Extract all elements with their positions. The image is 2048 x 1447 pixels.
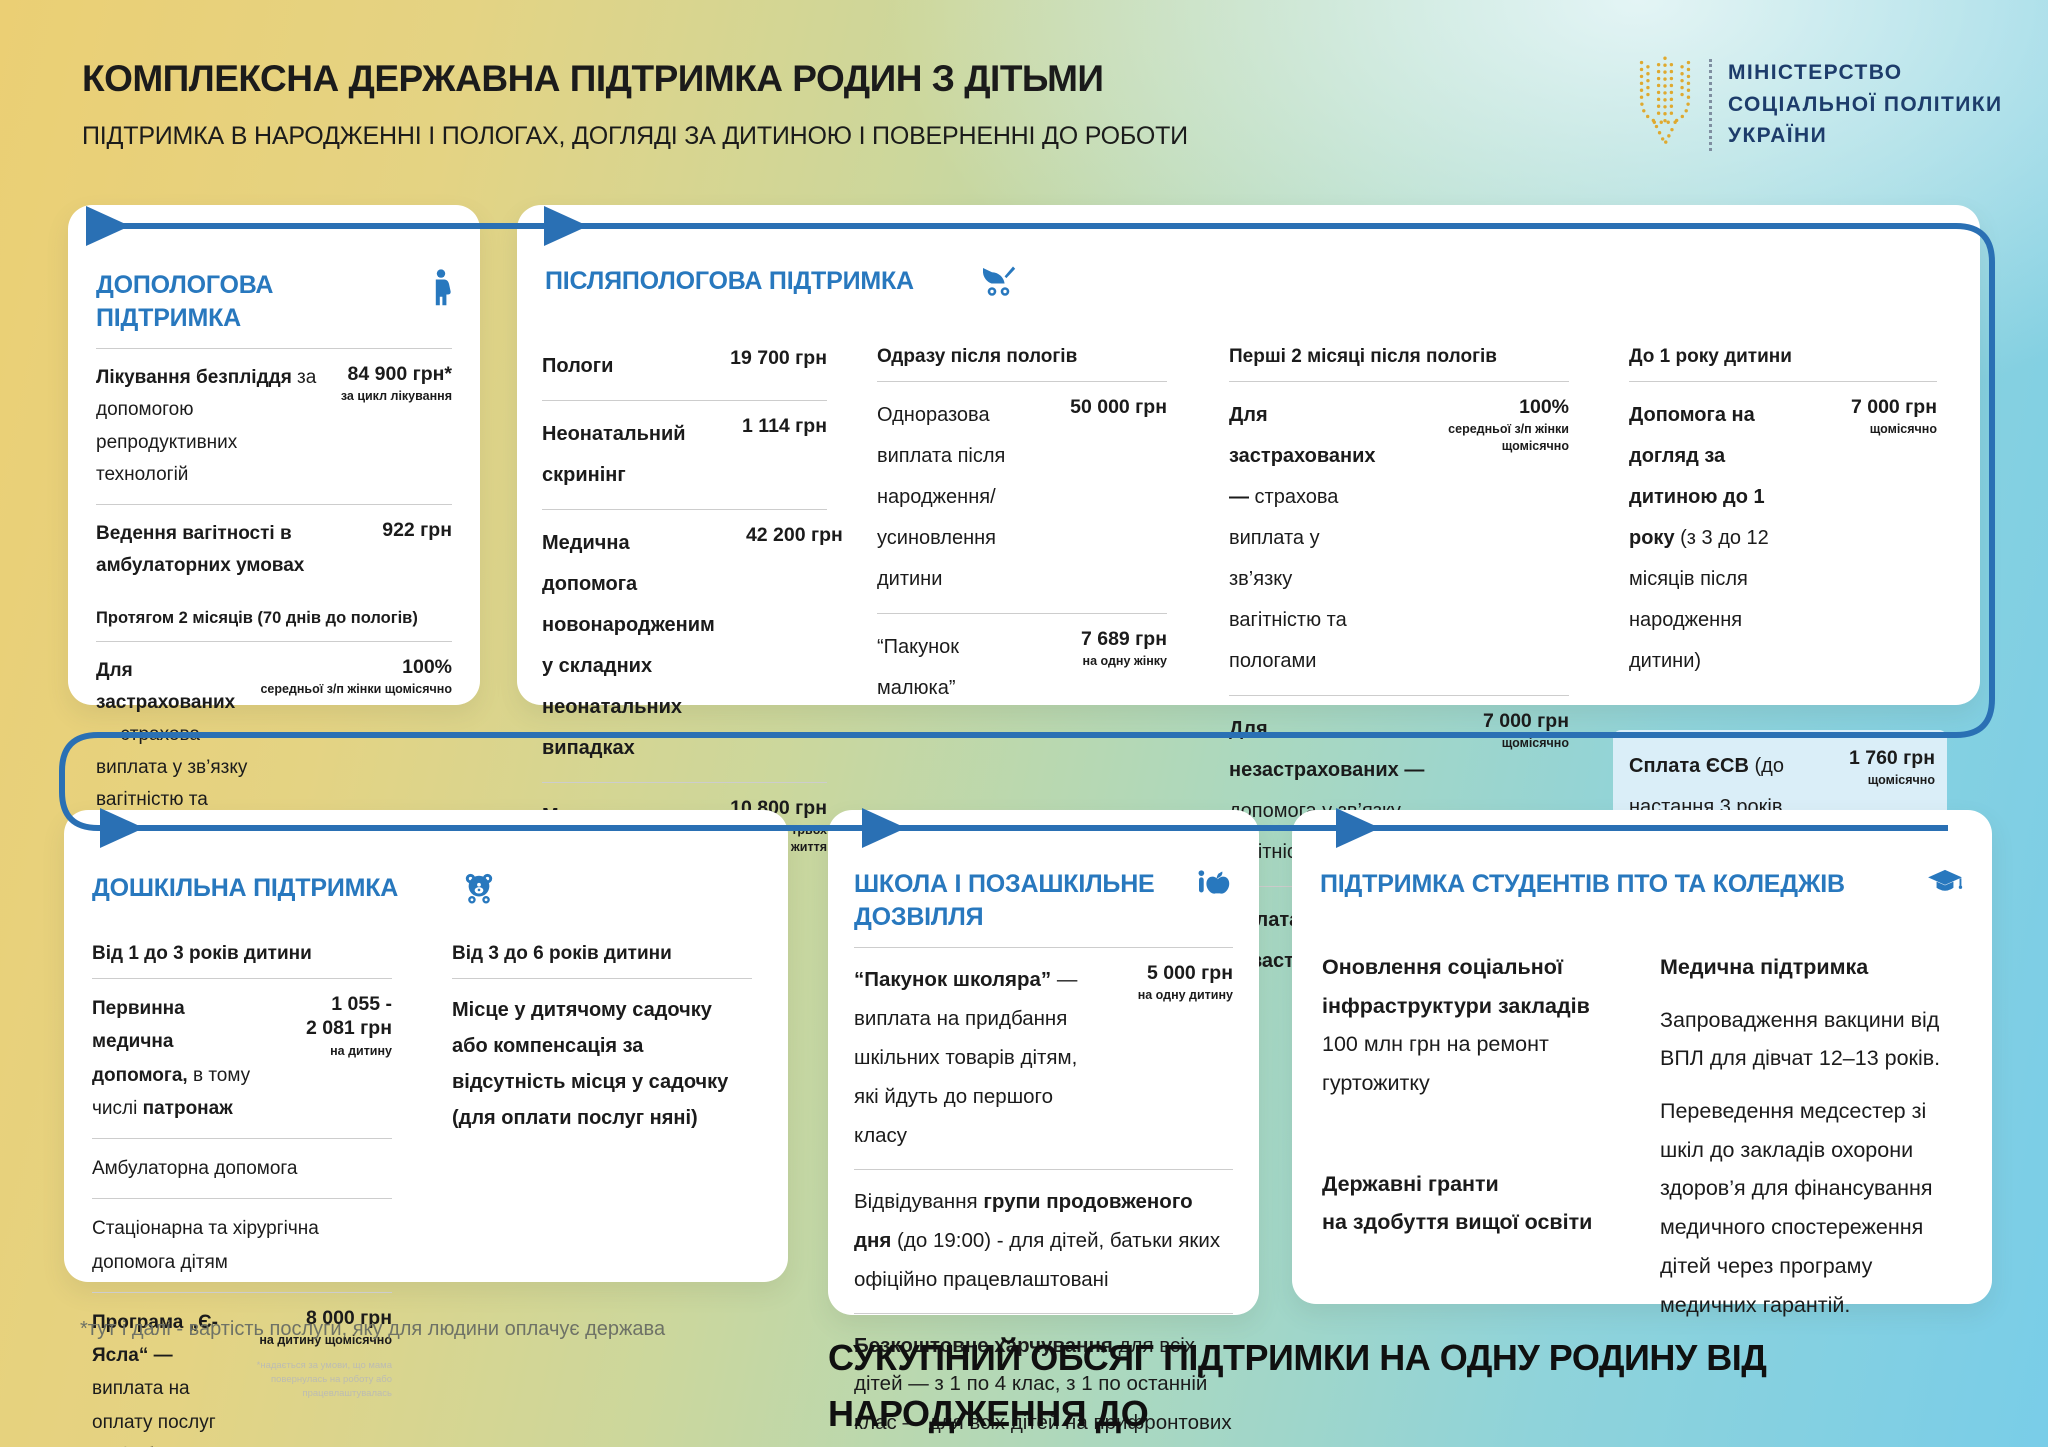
ministry-name-line1: МІНІСТЕРСТВО	[1728, 61, 1903, 85]
benefit-label: Первинна медична допомога, в тому числі …	[92, 998, 251, 1119]
benefit-row: Амбулаторна допомога	[92, 1138, 392, 1198]
summary-line1: СУКУПНИЙ ОБСЯГ ПІДТРИМКИ НА ОДНУ РОДИНУ …	[828, 1337, 1767, 1434]
benefit-row: Безкоштовне харчування для всіх дітей — …	[854, 1312, 1233, 1447]
column-heading: Перші 2 місяці після пологів	[1229, 346, 1497, 367]
teddy-bear-icon	[462, 872, 496, 909]
card-preschool-support: ДОШКІЛЬНА ПІДТРИМКА Від 1 до 3 років дит…	[64, 810, 788, 1447]
benefit-value: 19 700 грн	[730, 347, 827, 369]
column-heading: До 1 року дитини	[1629, 346, 1792, 367]
benefit-label: Для застрахованих — страхова виплата у з…	[1229, 404, 1376, 672]
benefit-value: 8 000 грн на дитину щомісячно *надається з…	[232, 1306, 392, 1447]
benefit-row: Медична допомога новонародженим у складн…	[542, 509, 843, 782]
apple-icon	[1197, 868, 1233, 905]
benefit-row: Місце у дитячому садочку або компенсація…	[452, 978, 752, 1149]
benefit-label: Медична допомога новонародженим у складн…	[542, 532, 715, 759]
card-title: ПІДТРИМКА СТУДЕНТІВ ПТО ТА КОЛЕДЖІВ	[1320, 870, 1845, 898]
summary-line2: 18 РОКІВ СТАНОВИТИМЕ В ПОТОЧНИХ ЦІНАХ НЕ…	[828, 1442, 2008, 1447]
footnote: *тут і далі - вартість послуги, яку для …	[80, 1318, 666, 1340]
card-school-support: ШКОЛА І ПОЗАШКІЛЬНЕ ДОЗВІЛЛЯ “Пакунок шк…	[828, 810, 1259, 1434]
column-heading: Від 1 до 3 років дитини	[92, 943, 312, 964]
ministry-logo: МІНІСТЕРСТВО СОЦІАЛЬНОЇ ПОЛІТИКИ УКРАЇНИ	[1633, 56, 2002, 153]
fine-print: *надається за умови, що мама повернулась…	[256, 1360, 392, 1399]
logo-divider	[1709, 58, 1712, 151]
benefit-paragraph: Переведення медсестер зі шкіл до закладі…	[1660, 1099, 1933, 1317]
pregnant-woman-icon	[430, 269, 452, 312]
card-title: ДОПОЛОГОВА ПІДТРИМКА	[96, 271, 274, 332]
column-heading: Медична підтримка	[1660, 955, 1869, 979]
benefit-label: Державні гранти на здобуття вищої освіти	[1322, 1171, 1593, 1235]
benefit-label: Неонатальний скринінг	[542, 423, 686, 486]
benefit-row: Лікування безпліддя за допомогою репроду…	[96, 349, 452, 504]
benefit-row: Ведення вагітності в амбулаторних умовах…	[96, 504, 452, 596]
benefit-value: 100% середньої з/п жінки щомісячно	[1448, 396, 1569, 454]
benefit-label: Стаціонарна та хірургічна допомога дітям	[92, 1218, 319, 1273]
card-prenatal-support: ДОПОЛОГОВА ПІДТРИМКА Лікування безпліддя…	[68, 205, 480, 1058]
preschool-column-1-3-years: Від 1 до 3 років дитини Первинна медична…	[92, 930, 392, 1447]
card-title: ШКОЛА І ПОЗАШКІЛЬНЕ ДОЗВІЛЛЯ	[854, 870, 1155, 931]
benefit-value: 5 000 грн на одну дитину	[1137, 962, 1233, 1003]
benefit-label: “Пакунок малюка”	[877, 636, 960, 699]
ministry-name: МІНІСТЕРСТВО СОЦІАЛЬНОЇ ПОЛІТИКИ УКРАЇНИ	[1728, 57, 2002, 152]
column-heading: Від 3 до 6 років дитини	[452, 943, 672, 964]
benefit-row: “Пакунок школяра” — виплата на придбання…	[854, 948, 1233, 1169]
ministry-name-line3: УКРАЇНИ	[1728, 124, 1828, 148]
benefit-label: Одноразова виплата після народження/ уси…	[877, 404, 1006, 590]
students-column-medical: Медична підтримка Запровадження вакцини …	[1660, 948, 1970, 1324]
benefit-paragraph: Запровадження вакцини від ВПЛ для дівчат…	[1660, 1007, 1941, 1071]
benefit-block: Оновлення соціальної інфраструктури закл…	[1322, 948, 1612, 1103]
benefit-row: Неонатальний скринінг 1 114 грн	[542, 400, 827, 509]
benefit-value: 922 грн	[382, 519, 452, 542]
benefit-label: Відвідування групи продовженого дня (до …	[854, 1189, 1221, 1291]
benefit-label: Місце у дитячому садочку або компенсація…	[452, 999, 729, 1129]
benefit-row: Відвідування групи продовженого дня (до …	[854, 1168, 1233, 1313]
benefit-label: Амбулаторна допомога	[92, 1158, 298, 1179]
benefit-row: Допомога на догляд за дитиною до 1 року …	[1629, 381, 1937, 695]
benefit-value: 1 114 грн	[742, 415, 827, 437]
benefit-value: 7 689 грн на одну жінку	[1080, 628, 1167, 669]
benefit-label: Ведення вагітності в амбулаторних умовах	[96, 523, 305, 577]
benefit-value: 7 000 грн щомісячно	[1850, 396, 1937, 437]
card-postnatal-support: ПІСЛЯПОЛОГОВА ПІДТРИМКА Пологи 19 700 гр…	[517, 205, 1980, 1114]
benefit-row: Первинна медична допомога, в тому числі …	[92, 978, 392, 1138]
postnatal-column-right-after-birth: Одразу після пологів Одноразова виплата …	[877, 333, 1167, 722]
summary-statement: СУКУПНИЙ ОБСЯГ ПІДТРИМКИ НА ОДНУ РОДИНУ …	[828, 1330, 2008, 1447]
card-title: ДОШКІЛЬНА ПІДТРИМКА	[92, 874, 399, 902]
page-title: КОМПЛЕКСНА ДЕРЖАВНА ПІДТРИМКА РОДИН З ДІ…	[82, 58, 1104, 99]
graduation-cap-icon	[1926, 868, 1964, 903]
ministry-name-line2: СОЦІАЛЬНОЇ ПОЛІТИКИ	[1728, 92, 2003, 116]
benefit-label: Програма „Є-Ясла“ — виплата на оплату по…	[92, 1311, 218, 1447]
benefit-label: Оновлення соціальної інфраструктури закл…	[1322, 955, 1590, 1018]
benefit-value: 1 055 - 2 081 грн на дитину	[305, 993, 392, 1058]
benefit-label: Пологи	[542, 355, 614, 377]
benefit-label: Допомога на догляд за дитиною до 1 року …	[1629, 404, 1769, 672]
benefit-label: Лікування безпліддя за допомогою репроду…	[96, 367, 317, 485]
benefit-row: Для застрахованих — страхова виплата у з…	[1229, 381, 1569, 695]
card-students-support: ПІДТРИМКА СТУДЕНТІВ ПТО ТА КОЛЕДЖІВ Онов…	[1292, 810, 1992, 1317]
benefit-row: Пологи 19 700 грн	[542, 333, 827, 400]
benefit-row: “Пакунок малюка” 7 689 грн на одну жінку	[877, 613, 1167, 722]
benefit-row: Одноразова виплата після народження/ уси…	[877, 381, 1167, 613]
column-heading: Одразу після пологів	[877, 346, 1078, 367]
page-subtitle: ПІДТРИМКА В НАРОДЖЕННІ І ПОЛОГАХ, ДОГЛЯД…	[82, 122, 1188, 150]
stroller-icon	[980, 265, 1018, 304]
benefit-row: Стаціонарна та хірургічна допомога дітям	[92, 1198, 392, 1292]
benefit-label: “Пакунок школяра” — виплата на придбання…	[854, 968, 1078, 1147]
trident-icon	[1633, 56, 1697, 153]
benefit-row: Програма „Є-Ясла“ — виплата на оплату по…	[92, 1291, 392, 1447]
students-column-infrastructure: Оновлення соціальної інфраструктури закл…	[1322, 948, 1612, 1242]
period-subheading: Протягом 2 місяців (70 днів до пологів)	[96, 608, 418, 627]
benefit-value: 84 900 грн* за цикл лікування	[340, 363, 452, 404]
benefit-value: 42 200 грн	[745, 524, 843, 546]
card-title: ПІСЛЯПОЛОГОВА ПІДТРИМКА	[545, 267, 914, 295]
benefit-label: Безкоштовне харчування для всіх дітей — …	[854, 1333, 1232, 1435]
preschool-column-3-6-years: Від 3 до 6 років дитини Місце у дитячому…	[452, 930, 752, 1149]
benefit-detail: 100 млн грн на ремонт гуртожитку	[1322, 1032, 1549, 1096]
benefit-value: 50 000 грн	[1070, 396, 1167, 418]
benefit-block: Державні гранти на здобуття вищої освіти	[1322, 1165, 1612, 1242]
